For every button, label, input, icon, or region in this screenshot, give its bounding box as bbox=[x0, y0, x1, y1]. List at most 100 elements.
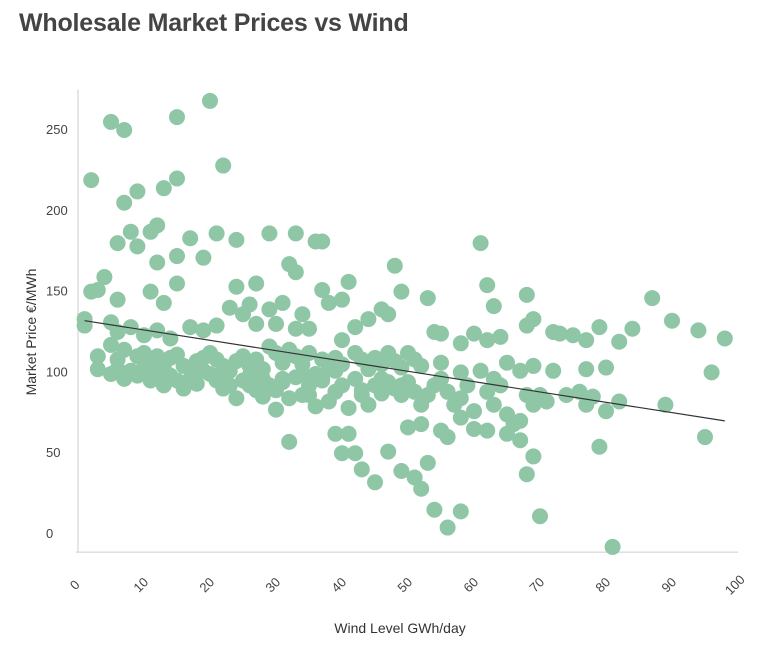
data-point bbox=[129, 238, 146, 255]
data-point bbox=[294, 306, 311, 323]
data-point bbox=[340, 273, 357, 290]
data-point bbox=[393, 283, 410, 300]
data-point bbox=[136, 327, 152, 344]
data-point bbox=[347, 445, 364, 462]
data-point bbox=[433, 325, 449, 342]
y-tick-label: 0 bbox=[46, 526, 53, 541]
data-point bbox=[268, 315, 284, 332]
data-point bbox=[327, 362, 344, 379]
data-point bbox=[109, 291, 126, 308]
data-point bbox=[419, 290, 436, 307]
data-point bbox=[466, 403, 482, 420]
data-point bbox=[208, 225, 225, 242]
data-point bbox=[393, 377, 410, 394]
data-point bbox=[261, 225, 278, 242]
data-point bbox=[485, 298, 502, 315]
data-point bbox=[122, 319, 139, 336]
data-point bbox=[578, 361, 595, 378]
data-point bbox=[419, 454, 436, 471]
data-point bbox=[413, 480, 430, 497]
data-point bbox=[452, 390, 469, 407]
x-tick-label: 50 bbox=[394, 574, 415, 595]
data-point bbox=[334, 445, 350, 462]
data-point bbox=[188, 375, 205, 392]
data-point bbox=[538, 393, 555, 410]
data-point bbox=[472, 362, 489, 379]
data-point bbox=[228, 390, 245, 407]
data-point bbox=[439, 519, 456, 536]
data-point bbox=[525, 448, 542, 465]
data-point bbox=[281, 390, 298, 407]
data-point bbox=[169, 275, 185, 292]
data-point bbox=[268, 401, 284, 418]
data-point bbox=[149, 322, 166, 339]
data-point bbox=[380, 306, 397, 323]
data-point bbox=[611, 333, 628, 350]
data-point bbox=[664, 312, 680, 329]
data-point bbox=[294, 366, 311, 383]
data-point bbox=[518, 466, 535, 483]
data-point bbox=[703, 364, 720, 381]
data-point bbox=[307, 366, 324, 383]
data-point bbox=[512, 412, 529, 429]
data-point bbox=[565, 327, 581, 344]
data-point bbox=[611, 393, 628, 410]
data-point bbox=[116, 341, 133, 358]
data-point bbox=[386, 257, 403, 274]
data-point bbox=[208, 317, 225, 334]
data-point bbox=[195, 362, 212, 379]
data-point bbox=[452, 503, 469, 520]
data-point bbox=[426, 501, 443, 518]
data-point bbox=[466, 420, 482, 437]
x-tick-label: 30 bbox=[262, 574, 283, 595]
data-point bbox=[96, 269, 113, 286]
x-axis-title: Wind Level GWh/day bbox=[334, 620, 466, 636]
data-point bbox=[532, 508, 548, 525]
data-point bbox=[499, 425, 515, 442]
y-tick-label: 100 bbox=[46, 364, 68, 379]
data-point bbox=[287, 264, 304, 281]
data-point bbox=[571, 383, 588, 400]
data-point bbox=[690, 322, 707, 339]
data-point bbox=[485, 396, 502, 413]
data-point bbox=[182, 319, 199, 336]
data-point bbox=[393, 462, 410, 479]
data-point bbox=[215, 157, 232, 174]
data-point bbox=[433, 370, 449, 387]
data-point bbox=[301, 320, 317, 337]
data-point bbox=[584, 388, 601, 405]
data-point bbox=[155, 180, 172, 197]
data-point bbox=[76, 311, 93, 328]
data-point bbox=[545, 362, 562, 379]
data-point bbox=[314, 281, 331, 298]
data-point bbox=[353, 382, 370, 399]
data-point bbox=[274, 370, 291, 387]
y-tick-label: 200 bbox=[46, 203, 68, 218]
data-point bbox=[591, 319, 608, 336]
data-point bbox=[169, 248, 185, 265]
data-point bbox=[254, 388, 271, 405]
data-point bbox=[347, 319, 364, 336]
data-point bbox=[221, 299, 238, 316]
x-tick-label: 40 bbox=[328, 574, 349, 595]
data-point bbox=[413, 357, 430, 374]
data-point bbox=[697, 429, 713, 446]
data-point bbox=[433, 354, 449, 371]
data-point bbox=[400, 419, 416, 436]
x-tick-label: 20 bbox=[196, 574, 217, 595]
data-point bbox=[149, 217, 166, 234]
data-point bbox=[558, 387, 575, 404]
data-point bbox=[287, 320, 304, 337]
x-tick-label: 0 bbox=[67, 577, 83, 593]
data-point bbox=[281, 433, 298, 450]
data-point bbox=[406, 383, 423, 400]
data-point bbox=[241, 367, 258, 384]
data-point bbox=[149, 254, 166, 271]
data-point bbox=[439, 429, 456, 446]
trendline bbox=[84, 320, 725, 422]
data-point bbox=[89, 281, 106, 298]
data-point bbox=[103, 113, 119, 130]
data-point bbox=[512, 432, 529, 449]
x-tick-label: 100 bbox=[722, 572, 748, 598]
